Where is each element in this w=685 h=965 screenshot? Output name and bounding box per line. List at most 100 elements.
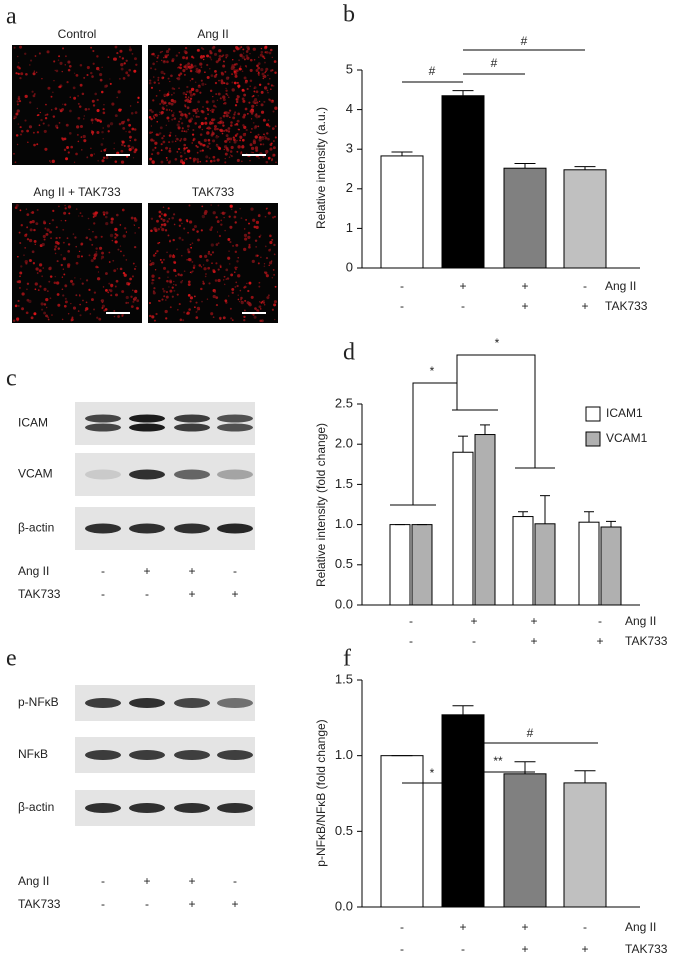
fluorescence-dot (271, 158, 274, 161)
fluorescence-dot (243, 52, 245, 54)
fluorescence-dot (182, 91, 186, 95)
fluorescence-dot (234, 266, 237, 269)
fluorescence-dot (157, 54, 160, 57)
fluorescence-dot (264, 245, 267, 248)
fluorescence-dot (115, 293, 118, 297)
fluorescence-dot (218, 121, 222, 125)
fluorescence-dot (202, 58, 205, 61)
fluorescence-dot (202, 48, 205, 51)
fluorescence-dot (26, 288, 28, 291)
fluorescence-dot (107, 130, 110, 133)
fluorescence-dot (19, 76, 22, 80)
fluorescence-dot (81, 215, 84, 218)
fluorescence-dot (191, 242, 194, 245)
fluorescence-dot (170, 102, 174, 106)
fluorescence-dot (197, 100, 200, 104)
fluorescence-dot (55, 236, 58, 240)
fluorescence-dot (162, 218, 166, 222)
fluorescence-dot (76, 133, 79, 136)
bar (563, 782, 607, 908)
fluorescence-dot (96, 130, 100, 134)
fluorescence-dot (274, 71, 277, 75)
fluorescence-dot (238, 128, 240, 131)
bar (503, 773, 547, 908)
fluorescence-dot (171, 59, 175, 63)
fluorescence-dot (232, 245, 234, 247)
fluorescence-dot (223, 111, 228, 115)
fluorescence-dot (132, 262, 135, 265)
fluorescence-dot (160, 160, 164, 164)
fluorescence-dot (205, 258, 209, 262)
fluorescence-dot (200, 266, 203, 268)
fluorescence-dot (226, 137, 230, 141)
fluorescence-dot (48, 280, 51, 283)
fluorescence-dot (15, 204, 19, 208)
fluorescence-dot (166, 251, 168, 253)
band (129, 698, 165, 708)
fluorescence-dot (169, 80, 171, 83)
condition-sign: - (461, 942, 465, 956)
fluorescence-dot (114, 114, 118, 118)
fluorescence-dot (154, 55, 156, 57)
fluorescence-dot (102, 127, 104, 129)
fluorescence-dot (186, 90, 189, 93)
fluorescence-dot (172, 99, 177, 104)
fluorescence-dot (182, 69, 186, 73)
fluorescence-dot (24, 119, 27, 122)
image-title: Ang II + TAK733 (33, 185, 121, 199)
fluorescence-dot (178, 303, 181, 306)
fluorescence-dot (212, 95, 214, 98)
fluorescence-dot (224, 152, 228, 156)
fluorescence-dot (272, 153, 276, 157)
fluorescence-dot (215, 303, 219, 307)
fluorescence-dot (209, 68, 211, 70)
fluorescence-dot (113, 142, 115, 144)
fluorescence-dot (186, 248, 190, 251)
fluorescence-dot (148, 116, 152, 119)
fluorescence-dot (128, 123, 132, 127)
fluorescence-dot (69, 109, 72, 113)
condition-sign: - (409, 614, 413, 628)
fluorescence-dot (183, 152, 186, 155)
fluorescence-dot (79, 63, 83, 67)
fluorescence-dot (88, 228, 90, 231)
fluorescence-dot (193, 224, 197, 229)
fluorescence-dot (24, 247, 27, 249)
fluorescence-dot (209, 89, 213, 93)
fluorescence-dot (260, 50, 264, 54)
fluorescence-dot (128, 68, 132, 72)
fluorescence-dot (58, 108, 61, 110)
band (217, 469, 253, 480)
fluorescence-dot (249, 68, 253, 72)
fluorescence-dot (28, 238, 33, 243)
fluorescence-dot (172, 260, 176, 264)
fluorescence-dot (265, 274, 269, 278)
fluorescence-dot (83, 118, 85, 120)
fluorescence-dot (162, 103, 165, 106)
fluorescence-dot (73, 96, 77, 100)
fluorescence-dot (181, 255, 183, 257)
fluorescence-dot (94, 235, 98, 239)
fluorescence-dot (170, 110, 173, 112)
fluorescence-dot (62, 268, 65, 270)
fluorescence-dot (165, 108, 169, 112)
fluorescence-dot (56, 293, 60, 296)
fluorescence-dot (52, 209, 55, 212)
fluorescence-dot (180, 158, 183, 162)
condition-sign: - (101, 874, 105, 888)
fluorescence-dot (58, 122, 61, 124)
fluorescence-dot (243, 58, 246, 61)
fluorescence-dot (192, 128, 195, 132)
fluorescence-dot (203, 138, 207, 142)
condition-sign: - (101, 587, 105, 601)
fluorescence-dot (101, 130, 104, 134)
fluorescence-dot (38, 263, 43, 267)
fluorescence-dot (113, 57, 117, 61)
condition-sign: - (145, 897, 149, 911)
fluorescence-dot (58, 85, 62, 89)
fluorescence-dot (53, 281, 57, 285)
fluorescence-dot (258, 235, 261, 238)
fluorescence-dot (165, 146, 169, 150)
fluorescence-dot (134, 289, 138, 293)
fluorescence-dot (14, 206, 18, 210)
